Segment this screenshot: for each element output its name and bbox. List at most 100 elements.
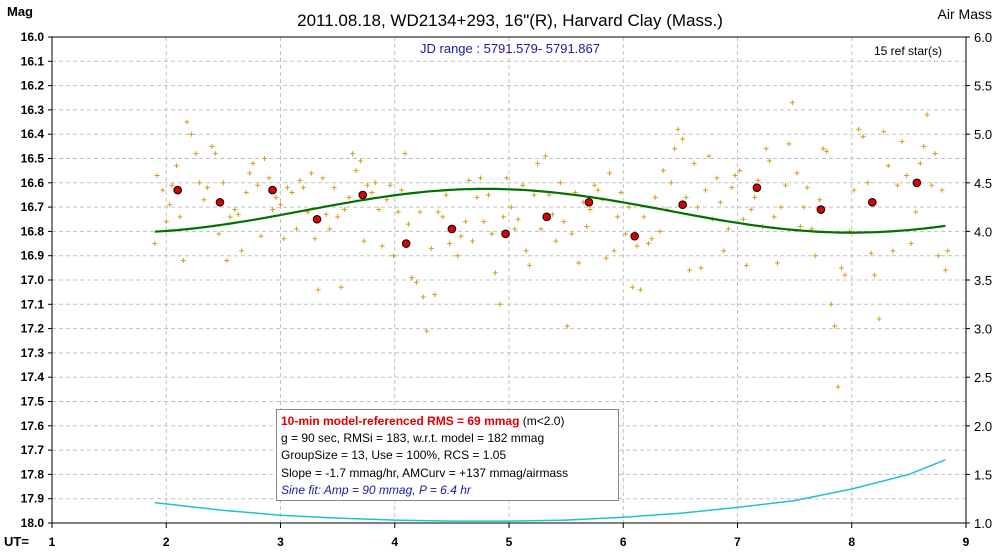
y-tick-label: 17.6 [21, 419, 45, 433]
mean-point [752, 183, 762, 192]
raw-point [623, 231, 629, 237]
y-tick-label: 17.8 [21, 467, 45, 481]
y2-tick-label: 1.0 [974, 516, 992, 531]
raw-point [691, 160, 697, 166]
raw-point [262, 156, 268, 161]
raw-point [297, 177, 303, 183]
raw-point [899, 138, 905, 144]
raw-point [804, 185, 810, 191]
raw-point [463, 219, 469, 225]
raw-point [204, 185, 210, 191]
y-tick-label: 16.3 [21, 103, 45, 117]
raw-point [721, 248, 727, 254]
y-tick-label: 16.8 [21, 224, 45, 238]
jd-range-label: JD range : 5791.579- 5791.867 [420, 41, 600, 56]
raw-point [315, 287, 321, 293]
rms-condition: (m<2.0) [522, 414, 565, 428]
raw-point [432, 292, 438, 298]
raw-point [399, 187, 405, 193]
y2-tick-label: 3.5 [974, 273, 992, 288]
chart-title: 2011.08.18, WD2134+293, 16"(R), Harvard … [297, 11, 723, 30]
mean-point [173, 185, 182, 195]
raw-point [740, 216, 746, 222]
mean-point [630, 231, 639, 241]
raw-point [752, 194, 758, 200]
raw-point [929, 182, 935, 188]
raw-point [379, 243, 385, 249]
mean-point [816, 205, 826, 214]
raw-point [163, 219, 169, 225]
raw-point [512, 226, 518, 232]
raw-point [523, 248, 529, 254]
x-tick-label: 8 [848, 535, 855, 549]
raw-point [387, 182, 393, 188]
raw-point [794, 170, 800, 176]
raw-point [180, 258, 186, 264]
mean-point [678, 200, 687, 209]
raw-point [865, 180, 871, 186]
raw-point [801, 204, 807, 210]
raw-point [420, 294, 426, 300]
y-axis-label: Mag [7, 4, 33, 19]
y-tick-label: 16.7 [21, 200, 45, 214]
raw-point [284, 185, 290, 191]
y2-tick-label: 5.0 [974, 127, 992, 142]
raw-point [395, 209, 401, 215]
raw-point [405, 221, 411, 227]
raw-point [618, 190, 624, 196]
raw-point [538, 226, 544, 232]
raw-point [881, 129, 887, 135]
raw-point [152, 241, 158, 247]
x-axis-label: UT= [4, 534, 29, 549]
raw-point [167, 202, 173, 208]
raw-point [607, 170, 613, 176]
raw-point [353, 168, 359, 174]
raw-point [576, 260, 582, 266]
raw-point [212, 151, 218, 157]
y2-tick-label: 4.5 [974, 176, 992, 191]
raw-point [868, 250, 874, 256]
raw-point [557, 180, 563, 186]
raw-point [564, 323, 570, 329]
raw-point [553, 238, 559, 244]
axis-ticks: 1 2 3 4 5 6 7 8 9 16.0 16.1 16.2 16.3 16.4 16.5 16.6 16.… [21, 30, 992, 549]
raw-point [774, 260, 780, 266]
raw-point [497, 301, 503, 307]
raw-point [435, 209, 441, 215]
raw-point [346, 194, 352, 200]
raw-point [361, 238, 367, 244]
raw-point [672, 146, 678, 152]
raw-point [851, 187, 857, 193]
raw-point [428, 245, 434, 251]
raw-point [917, 160, 923, 166]
mean-point [912, 178, 922, 188]
raw-point [894, 182, 900, 188]
x-tick-label: 6 [620, 535, 627, 549]
raw-point [652, 194, 658, 200]
raw-point [732, 173, 738, 179]
raw-point [812, 253, 818, 259]
raw-point [443, 192, 449, 198]
raw-point [832, 323, 838, 329]
raw-point [657, 228, 663, 234]
raw-point [247, 170, 253, 176]
raw-point [860, 134, 866, 140]
raw-point [169, 182, 175, 188]
y-tick-label: 17.9 [21, 492, 45, 506]
raw-point [714, 175, 720, 181]
raw-point [341, 207, 347, 213]
y-tick-label: 16.6 [21, 176, 45, 190]
mean-point [501, 229, 510, 239]
raw-point [232, 207, 238, 213]
mean-point [868, 197, 877, 207]
raw-point [489, 231, 495, 237]
raw-point [876, 316, 882, 322]
raw-point [824, 148, 830, 154]
raw-point [273, 194, 279, 200]
raw-point [680, 136, 686, 142]
raw-point [683, 194, 689, 200]
raw-point [615, 214, 621, 220]
y2-axis-label: Air Mass [938, 6, 992, 22]
raw-point [842, 272, 848, 278]
y-tick-label: 17.4 [21, 370, 45, 384]
